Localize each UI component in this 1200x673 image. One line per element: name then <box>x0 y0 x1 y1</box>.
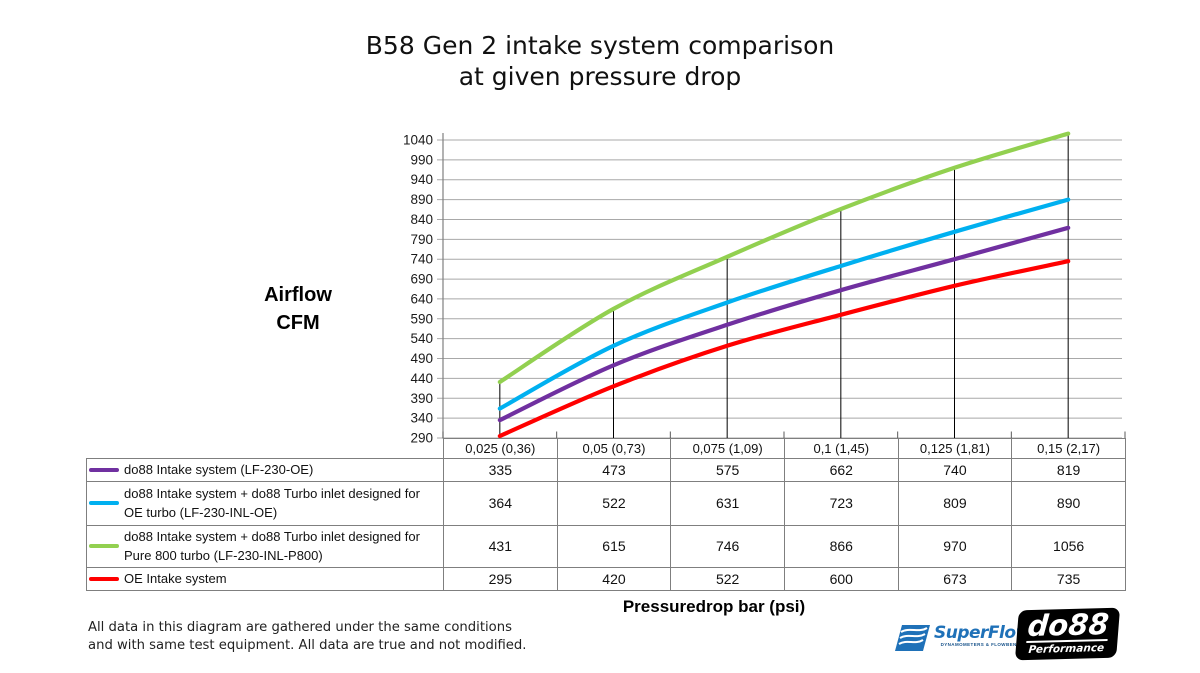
value-cell: 1056 <box>1011 524 1126 568</box>
value-cell: 673 <box>897 566 1013 591</box>
series-line-1 <box>497 197 1071 411</box>
title-line-1: B58 Gen 2 intake system comparison <box>365 31 835 60</box>
series-line-3 <box>497 259 1071 439</box>
value-cell: 723 <box>783 480 899 526</box>
footnote-line-2: and with same test equipment. All data a… <box>88 637 527 653</box>
y-tick-label: 640 <box>410 291 433 306</box>
value-cell: 364 <box>443 480 558 526</box>
series-swatch-1 <box>89 501 119 505</box>
value-cell: 631 <box>670 480 785 526</box>
logos: SuperFlow DYNAMOMETERS & FLOWBENCHES do8… <box>895 606 1130 666</box>
series-name-0: do88 Intake system (LF-230-OE) <box>124 462 314 477</box>
table-row: do88 Intake system + do88 Turbo inlet de… <box>86 480 1126 526</box>
value-cell: 809 <box>897 480 1013 526</box>
superflow-tagline: DYNAMOMETERS & FLOWBENCHES <box>940 642 1031 647</box>
value-cell: 866 <box>783 524 899 568</box>
data-table: 0,025 (0,36) 0,05 (0,73) 0,075 (1,09) 0,1 (… <box>86 438 1126 591</box>
superflow-wordmark: SuperFlow <box>934 623 1031 643</box>
series-legend-2: do88 Intake system + do88 Turbo inlet de… <box>86 524 444 568</box>
series-name-2: do88 Intake system + do88 Turbo inlet de… <box>124 528 420 564</box>
value-cell: 335 <box>443 458 558 482</box>
x-category-label-0: 0,025 (0,36) <box>443 438 558 459</box>
series-swatch-3 <box>89 576 119 581</box>
y-tick-label: 690 <box>410 272 433 287</box>
y-axis-title: Airflow CFM <box>228 281 368 337</box>
value-cell: 600 <box>783 566 899 591</box>
y-tick-label: 390 <box>410 391 433 406</box>
value-cell: 473 <box>556 458 672 482</box>
y-tick-label: 1040 <box>403 133 433 148</box>
value-cell: 662 <box>783 458 899 482</box>
value-cell: 890 <box>1011 480 1126 526</box>
series-swatch-0 <box>89 467 119 472</box>
series-swatch-2 <box>89 544 119 548</box>
value-cell: 295 <box>443 566 558 591</box>
footnote-line-1: All data in this diagram are gathered un… <box>88 620 512 635</box>
series-name-3: OE Intake system <box>124 570 227 586</box>
series-name-1: do88 Intake system + do88 Turbo inlet de… <box>124 485 420 521</box>
page-title: B58 Gen 2 intake system comparison at gi… <box>0 30 1200 92</box>
series-legend-0: do88 Intake system (LF-230-OE) <box>86 458 444 482</box>
title-line-2: at given pressure drop <box>458 62 742 91</box>
value-cell: 746 <box>670 524 785 568</box>
x-category-label-2: 0,075 (1,09) <box>670 438 785 459</box>
x-category-label-5: 0,15 (2,17) <box>1011 438 1126 459</box>
superflow-wave-icon <box>895 625 930 651</box>
value-cell: 970 <box>897 524 1013 568</box>
y-axis-title-line-1: Airflow <box>264 284 332 306</box>
value-cell: 735 <box>1011 566 1126 591</box>
value-cell: 431 <box>443 524 558 568</box>
do88-logo: do88 Performance <box>1015 606 1120 660</box>
y-tick-label: 490 <box>410 351 433 366</box>
x-category-label-1: 0,05 (0,73) <box>556 438 672 459</box>
table-row: OE Intake system 295 420 522 600 673 735 <box>86 566 1126 591</box>
y-tick-label: 840 <box>410 212 433 227</box>
series-legend-3: OE Intake system <box>86 566 444 591</box>
value-cell: 522 <box>556 480 672 526</box>
superflow-logo: SuperFlow DYNAMOMETERS & FLOWBENCHES <box>895 624 1031 654</box>
table-blank-cell <box>87 439 444 459</box>
table-row: do88 Intake system (LF-230-OE) 335 473 575 6… <box>86 458 1126 482</box>
y-tick-label: 940 <box>410 172 433 187</box>
y-tick-label: 890 <box>410 192 433 207</box>
value-cell: 575 <box>670 458 785 482</box>
y-axis-title-line-2: CFM <box>276 312 320 334</box>
y-tick-label: 540 <box>410 331 433 346</box>
series-legend-1: do88 Intake system + do88 Turbo inlet de… <box>86 480 444 526</box>
y-tick-label: 740 <box>410 252 433 267</box>
series-line-2 <box>497 131 1071 385</box>
x-axis-title: Pressuredrop bar (psi) <box>622 597 806 616</box>
value-cell: 819 <box>1011 458 1126 482</box>
footnote: All data in this diagram are gathered un… <box>88 619 526 654</box>
value-cell: 420 <box>556 566 672 591</box>
value-cell: 740 <box>897 458 1013 482</box>
y-tick-label: 590 <box>410 311 433 326</box>
series-line-0 <box>497 225 1071 423</box>
y-tick-label: 990 <box>410 152 433 167</box>
x-category-label-3: 0,1 (1,45) <box>783 438 899 459</box>
value-cell: 615 <box>556 524 672 568</box>
do88-logo-box: do88 Performance <box>1015 606 1120 660</box>
do88-wordmark: do88 <box>1026 606 1111 644</box>
value-cell: 522 <box>670 566 785 591</box>
x-category-label-4: 0,125 (1,81) <box>897 438 1013 459</box>
y-tick-label: 440 <box>410 371 433 386</box>
table-row: do88 Intake system + do88 Turbo inlet de… <box>86 524 1126 568</box>
y-tick-label: 340 <box>410 411 433 426</box>
y-tick-label: 790 <box>410 232 433 247</box>
